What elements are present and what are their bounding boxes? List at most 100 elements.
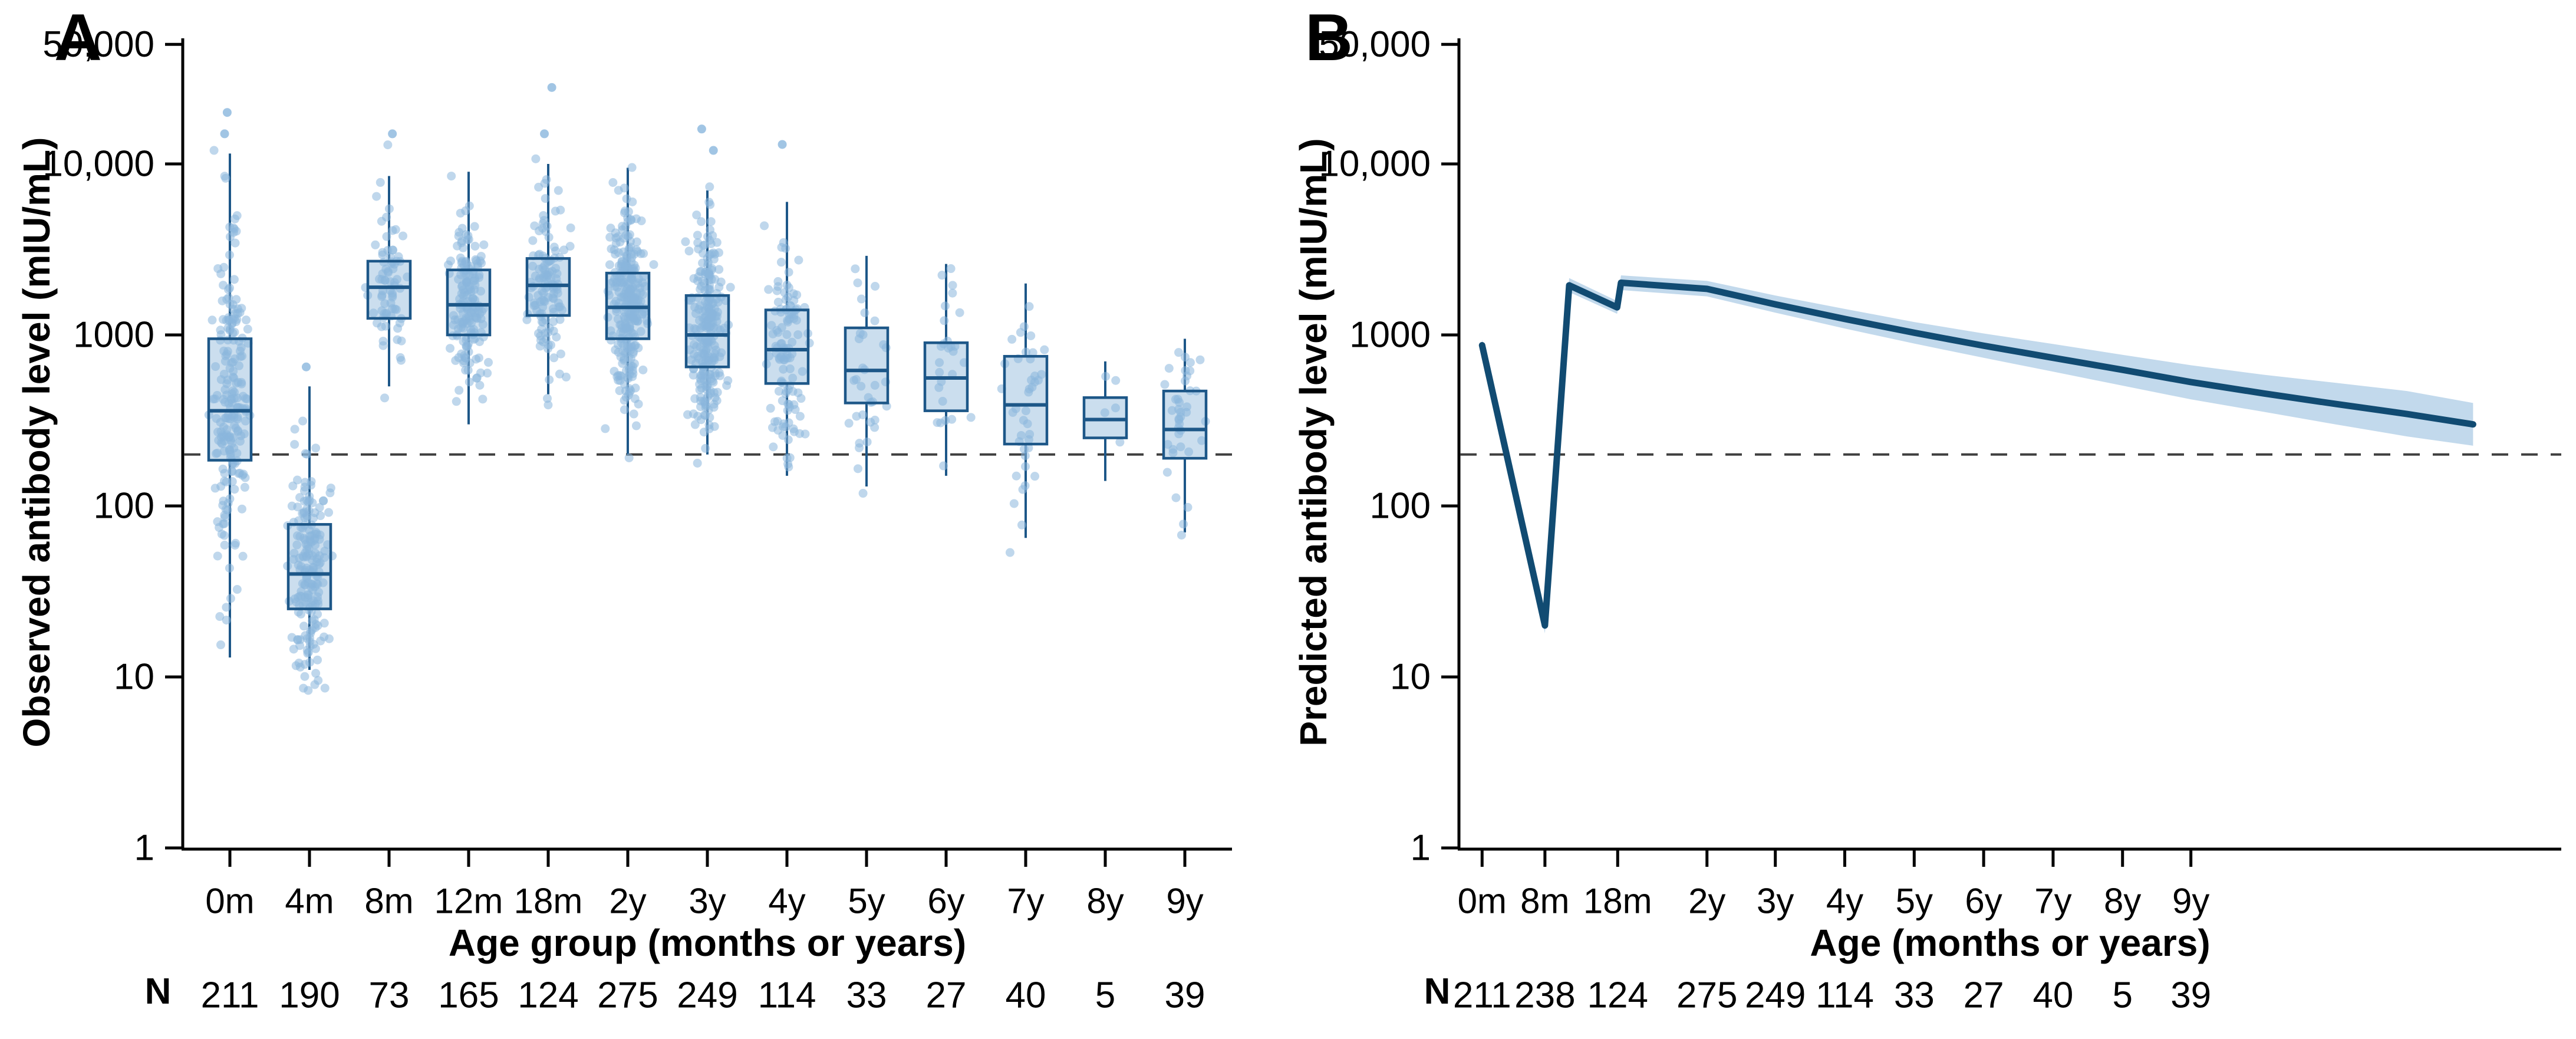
outlier-point bbox=[540, 129, 549, 139]
jitter-point bbox=[854, 334, 864, 344]
jitter-point bbox=[384, 204, 394, 213]
jitter-point bbox=[296, 609, 305, 619]
jitter-point bbox=[552, 285, 562, 294]
n-value: 275 bbox=[597, 975, 658, 1016]
y-tick-label: 1000 bbox=[73, 315, 154, 356]
jitter-point bbox=[464, 312, 473, 321]
jitter-point bbox=[242, 315, 251, 325]
jitter-point bbox=[936, 341, 946, 351]
jitter-point bbox=[851, 264, 860, 274]
jitter-point bbox=[726, 282, 735, 292]
jitter-point bbox=[226, 449, 235, 459]
jitter-point bbox=[788, 337, 797, 347]
jitter-point bbox=[221, 505, 230, 514]
jitter-point bbox=[545, 375, 554, 384]
jitter-point bbox=[313, 655, 322, 665]
jitter-point bbox=[610, 282, 620, 291]
jitter-point bbox=[318, 496, 328, 505]
jitter-point bbox=[304, 550, 314, 559]
jitter-point bbox=[615, 386, 624, 396]
jitter-point bbox=[694, 354, 703, 363]
jitter-point bbox=[689, 370, 698, 380]
jitter-point bbox=[935, 358, 944, 367]
jitter-point bbox=[626, 215, 635, 225]
jitter-point bbox=[457, 236, 467, 246]
jitter-point bbox=[710, 356, 719, 365]
jitter-point bbox=[608, 177, 618, 187]
jitter-point bbox=[955, 308, 964, 317]
jitter-point bbox=[320, 683, 330, 693]
jitter-point bbox=[629, 347, 638, 356]
jitter-point bbox=[620, 405, 629, 415]
jitter-point bbox=[306, 626, 315, 636]
jitter-point bbox=[941, 416, 950, 425]
panel-a-n-row-label: N bbox=[144, 971, 172, 1012]
n-value: 211 bbox=[201, 975, 259, 1016]
jitter-point bbox=[295, 641, 305, 650]
jitter-point bbox=[456, 270, 466, 280]
jitter-point bbox=[311, 443, 321, 453]
jitter-point bbox=[879, 340, 888, 349]
jitter-point bbox=[229, 394, 239, 403]
jitter-point bbox=[703, 261, 713, 270]
jitter-point bbox=[621, 321, 630, 330]
jitter-point bbox=[292, 540, 302, 550]
jitter-point bbox=[531, 154, 541, 163]
x-tick-label: 0m bbox=[1458, 882, 1507, 921]
jitter-point bbox=[216, 330, 226, 340]
jitter-point bbox=[228, 357, 238, 367]
jitter-point bbox=[240, 482, 249, 492]
jitter-point bbox=[235, 308, 245, 317]
jitter-point bbox=[238, 551, 248, 561]
jitter-point bbox=[380, 299, 390, 308]
n-value: 39 bbox=[2170, 975, 2211, 1016]
jitter-point bbox=[702, 382, 711, 392]
outlier-point bbox=[778, 140, 787, 149]
jitter-point bbox=[381, 321, 390, 331]
jitter-point bbox=[1101, 371, 1111, 381]
jitter-point bbox=[228, 372, 238, 382]
jitter-point bbox=[465, 201, 474, 211]
jitter-point bbox=[681, 237, 690, 246]
y-tick-label: 50,000 bbox=[42, 24, 154, 65]
jitter-point bbox=[222, 477, 231, 486]
jitter-point bbox=[862, 437, 872, 446]
jitter-point bbox=[539, 296, 549, 305]
jitter-point bbox=[298, 416, 308, 426]
n-value: 27 bbox=[926, 975, 967, 1016]
jitter-point bbox=[706, 217, 716, 226]
jitter-point bbox=[303, 649, 312, 658]
jitter-point bbox=[783, 459, 793, 469]
x-tick-label: 4y bbox=[1826, 882, 1863, 921]
jitter-point bbox=[454, 228, 464, 237]
outlier-point bbox=[709, 146, 718, 155]
jitter-point bbox=[472, 313, 482, 323]
jitter-point bbox=[216, 640, 225, 650]
y-tick-label: 10 bbox=[114, 657, 154, 698]
jitter-point bbox=[1160, 380, 1170, 389]
jitter-point bbox=[220, 385, 230, 394]
jitter-point bbox=[299, 622, 309, 631]
jitter-point bbox=[624, 453, 634, 462]
jitter-point bbox=[236, 343, 246, 353]
jitter-point bbox=[543, 258, 552, 267]
jitter-point bbox=[770, 417, 780, 426]
jitter-point bbox=[1111, 376, 1121, 385]
jitter-point bbox=[630, 313, 639, 322]
jitter-point bbox=[637, 216, 646, 225]
jitter-point bbox=[478, 394, 487, 404]
jitter-point bbox=[388, 226, 397, 235]
panel-a-letter: A bbox=[54, 1, 102, 74]
jitter-point bbox=[210, 394, 220, 404]
jitter-point bbox=[1181, 366, 1190, 375]
jitter-point bbox=[462, 278, 472, 287]
jitter-point bbox=[723, 376, 733, 385]
jitter-point bbox=[233, 427, 242, 436]
n-value: 33 bbox=[846, 975, 887, 1016]
jitter-point bbox=[605, 260, 614, 269]
jitter-point bbox=[237, 504, 246, 514]
jitter-point bbox=[948, 288, 957, 298]
jitter-point bbox=[535, 249, 544, 259]
x-tick-label: 8m bbox=[364, 882, 413, 921]
jitter-point bbox=[1030, 472, 1040, 481]
